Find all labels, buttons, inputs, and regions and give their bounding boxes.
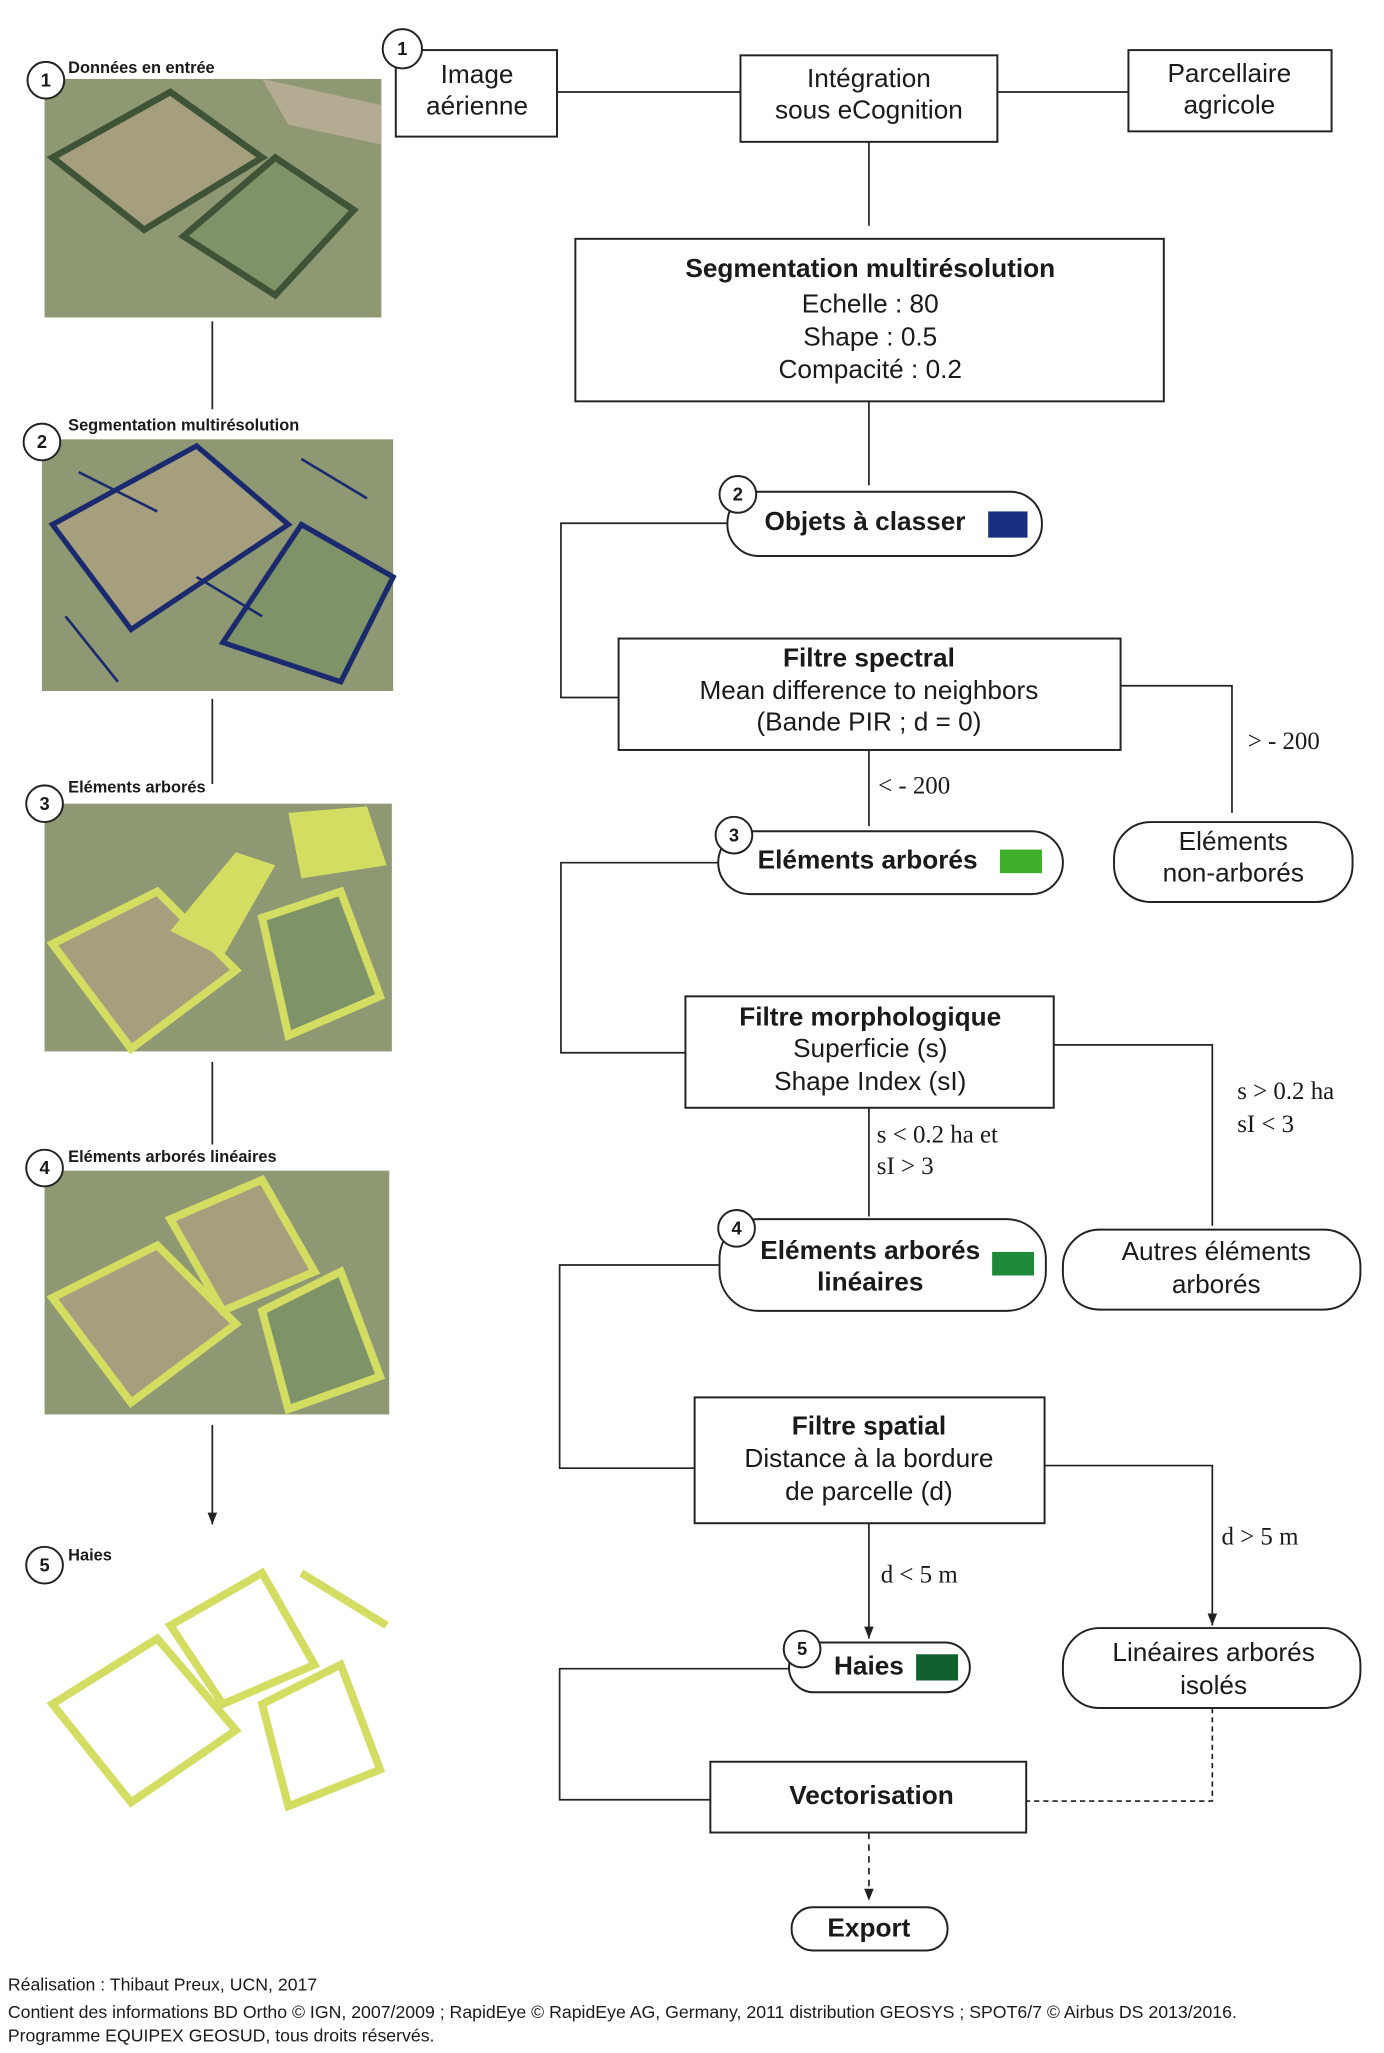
photo	[44, 1563, 395, 1813]
node-text: (Bande PIR ; d = 0)	[756, 707, 981, 737]
number-badge	[22, 422, 62, 462]
node-text: de parcelle (d)	[785, 1476, 953, 1506]
number-badge	[25, 1545, 64, 1585]
node-text: Distance à la bordure	[744, 1443, 993, 1473]
node-text: aérienne	[426, 91, 528, 121]
node-text: Autres éléments	[1122, 1236, 1311, 1266]
node-text: linéaires	[817, 1266, 923, 1296]
edge-label: d < 5 m	[881, 1562, 958, 1589]
number-label: 4	[39, 1157, 50, 1178]
number-badge	[717, 1209, 756, 1248]
node-text: arborés	[1172, 1269, 1261, 1299]
node-title: Filtre morphologique	[739, 1002, 1001, 1032]
edge-label: sI > 3	[877, 1153, 934, 1180]
node-label: Objets à classer	[764, 506, 965, 536]
footer-line: Programme EQUIPEX GEOSUD, tous droits ré…	[8, 2026, 435, 2046]
number-badge	[25, 1148, 64, 1188]
number-label: 2	[37, 431, 47, 452]
panel-label: Segmentation multirésolution	[68, 417, 299, 435]
number-badge	[25, 784, 64, 824]
node-text: Echelle : 80	[802, 289, 939, 319]
left-panels	[41, 78, 397, 1813]
node-text: Compacité : 0.2	[778, 354, 962, 384]
number-badge	[718, 475, 758, 514]
node-label: Haies	[834, 1650, 904, 1680]
node-text: non-arborés	[1163, 857, 1304, 887]
node-text: Shape : 0.5	[803, 321, 937, 351]
panel-label: Haies	[68, 1546, 112, 1564]
node-text: Image	[441, 59, 514, 89]
number-label: 2	[733, 484, 743, 505]
number-label: 5	[39, 1554, 49, 1575]
photo	[41, 439, 397, 691]
number-label: 5	[797, 1638, 807, 1659]
photo	[44, 78, 382, 318]
node-text: Mean difference to neighbors	[699, 675, 1038, 705]
photo	[44, 1170, 390, 1415]
node-label: Vectorisation	[789, 1780, 954, 1810]
panel-label: Eléments arborés linéaires	[68, 1148, 276, 1166]
number-label: 3	[729, 824, 739, 845]
node-text: agricole	[1183, 89, 1275, 119]
edge-label: < - 200	[878, 773, 950, 800]
node-text: Eléments	[1179, 826, 1288, 856]
node-text: Parcellaire	[1167, 58, 1291, 88]
number-label: 1	[397, 38, 407, 59]
boxes	[394, 49, 1362, 1952]
node-text: Superficie (s)	[793, 1033, 947, 1063]
node-title: Filtre spectral	[783, 642, 955, 672]
number-label: 1	[41, 69, 51, 90]
number-label: 4	[731, 1217, 742, 1238]
node-text: Linéaires arborés	[1112, 1637, 1314, 1667]
number-badge	[26, 60, 66, 100]
edge-label: s > 0.2 ha	[1237, 1078, 1334, 1105]
edge-label: d > 5 m	[1221, 1524, 1298, 1551]
panel-label: Données en entrée	[68, 59, 215, 77]
edge-label: sI < 3	[1237, 1111, 1294, 1138]
node-label: Eléments arborés	[758, 844, 978, 874]
panel-label: Eléments arborés	[68, 778, 205, 796]
number-badge	[782, 1629, 822, 1669]
number-badge	[714, 815, 754, 855]
node-label: Export	[827, 1912, 910, 1942]
photo	[44, 803, 392, 1055]
node-title: Segmentation multirésolution	[685, 253, 1055, 283]
footer-line: Réalisation : Thibaut Preux, UCN, 2017	[8, 1975, 317, 1995]
node-text: Intégration	[807, 63, 931, 93]
edge-label: s < 0.2 ha et	[877, 1121, 998, 1148]
number-label: 3	[39, 793, 49, 814]
node-text: sous eCognition	[775, 95, 963, 125]
number-badge	[381, 28, 423, 70]
edge-label: > - 200	[1248, 728, 1320, 755]
connectors	[557, 91, 1233, 1901]
node-text: isolés	[1180, 1670, 1247, 1700]
node-text: Eléments arborés	[760, 1235, 980, 1265]
footer-line: Contient des informations BD Ortho © IGN…	[8, 2002, 1237, 2022]
node-text: Shape Index (sI)	[774, 1066, 966, 1096]
node-title: Filtre spatial	[792, 1410, 946, 1440]
